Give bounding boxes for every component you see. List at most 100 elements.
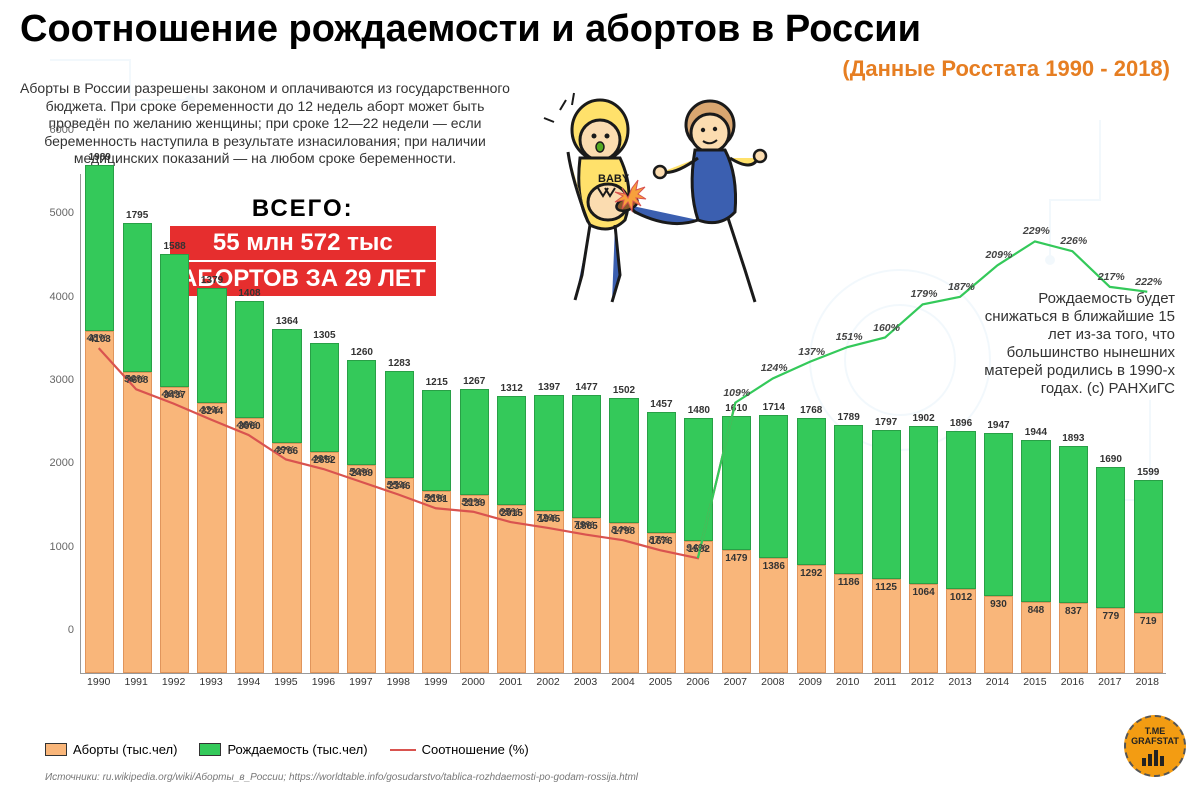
y-axis: 0100020003000400050006000: [40, 174, 76, 674]
ratio-pct-label: 49%: [274, 444, 295, 456]
bar-abortions-value: 1125: [872, 582, 901, 593]
bar-abortions: [609, 523, 638, 673]
bar-births-value: 1364: [272, 316, 301, 327]
x-tick: 2013: [948, 676, 971, 688]
bar-group: 10641902: [909, 426, 938, 673]
x-tick: 2018: [1136, 676, 1159, 688]
bar-abortions-value: 1064: [909, 587, 938, 598]
bar-births-value: 1283: [385, 358, 414, 369]
bar-births-value: 1267: [460, 376, 489, 387]
bar-births: [609, 398, 638, 523]
bar-births-value: 1989: [85, 152, 114, 163]
bar-abortions: [347, 465, 376, 673]
bar-group: 14791610: [722, 416, 751, 673]
bar-births: [197, 288, 226, 403]
bar-births: [123, 223, 152, 373]
bar-group: 8481944: [1021, 440, 1050, 673]
bar-abortions: [834, 574, 863, 673]
y-tick: 0: [40, 624, 74, 636]
ratio-pct-label: 59%: [461, 496, 482, 508]
bar-births-value: 1379: [197, 275, 226, 286]
legend-swatch-births: [199, 743, 221, 756]
bar-births: [684, 418, 713, 541]
ratio-pct-label: 151%: [836, 331, 863, 343]
bar-abortions: [197, 403, 226, 673]
bar-births-value: 1305: [310, 330, 339, 341]
x-tick: 1999: [424, 676, 447, 688]
legend-ratio: Соотношение (%): [390, 742, 529, 757]
x-tick: 2005: [649, 676, 672, 688]
ratio-pct-label: 226%: [1060, 235, 1087, 247]
bar-abortions: [310, 452, 339, 673]
bar-abortions: [684, 541, 713, 673]
bar-births-value: 1789: [834, 412, 863, 423]
bar-abortions-value: 1012: [946, 592, 975, 603]
bar-births: [647, 412, 676, 533]
bar-group: 13861714: [759, 415, 788, 673]
bar-births: [347, 360, 376, 465]
bar-group: 7791690: [1096, 467, 1125, 673]
bar-births: [85, 165, 114, 331]
ratio-pct-label: 160%: [873, 322, 900, 334]
bar-abortions: [422, 491, 451, 673]
bar-abortions: [534, 511, 563, 673]
bar-births-value: 1588: [160, 241, 189, 252]
bar-births-value: 1599: [1134, 467, 1163, 478]
bar-births: [722, 416, 751, 550]
ratio-pct-label: 137%: [798, 346, 825, 358]
bar-abortions: [385, 478, 414, 674]
ratio-pct-label: 124%: [761, 362, 788, 374]
bar-births-value: 1480: [684, 405, 713, 416]
bar-group: 26521305: [310, 343, 339, 673]
bar-births-value: 1797: [872, 417, 901, 428]
bar-group: 36081795: [123, 223, 152, 673]
bar-births: [422, 390, 451, 491]
bar-births: [872, 430, 901, 580]
bar-abortions-value: 1386: [759, 561, 788, 572]
bar-group: 32441379: [197, 288, 226, 673]
bar-group: 21391267: [460, 389, 489, 673]
bar-abortions-value: 1479: [722, 553, 751, 564]
bar-births: [572, 395, 601, 518]
x-tick: 2003: [574, 676, 597, 688]
bar-abortions: [160, 387, 189, 673]
page-title: Соотношение рождаемости и абортов в Росс…: [20, 8, 921, 51]
bar-births-value: 1457: [647, 399, 676, 410]
bar-births-value: 1893: [1059, 433, 1088, 444]
x-axis: 1990199119921993199419951996199719981999…: [80, 676, 1166, 696]
bar-group: 30601408: [235, 301, 264, 673]
bar-births: [460, 389, 489, 495]
bar-abortions: [872, 579, 901, 673]
x-tick: 2007: [724, 676, 747, 688]
bar-group: 9301947: [984, 433, 1013, 673]
legend-births: Рождаемость (тыс.чел): [199, 742, 367, 757]
bar-births-value: 1260: [347, 347, 376, 358]
y-tick: 4000: [40, 291, 74, 303]
bar-group: 10121896: [946, 431, 975, 673]
bar-abortions: [497, 505, 526, 673]
bar-births-value: 1502: [609, 385, 638, 396]
x-tick: 2014: [986, 676, 1009, 688]
bar-births-value: 1397: [534, 382, 563, 393]
x-tick: 1992: [162, 676, 185, 688]
bar-abortions: [722, 550, 751, 673]
bar-births: [834, 425, 863, 574]
bar-abortions-value: 719: [1134, 616, 1163, 627]
bar-group: 24991260: [347, 360, 376, 673]
bar-births-value: 1795: [123, 210, 152, 221]
bar-abortions: [572, 518, 601, 673]
x-tick: 1994: [237, 676, 260, 688]
x-tick: 1990: [87, 676, 110, 688]
x-tick: 1998: [387, 676, 410, 688]
bar-births: [984, 433, 1013, 595]
bar-abortions-value: 1186: [834, 577, 863, 588]
ratio-pct-label: 94%: [686, 542, 707, 554]
bar-births: [946, 431, 975, 589]
bar-births: [272, 329, 301, 443]
bar-births: [534, 395, 563, 511]
x-tick: 2010: [836, 676, 859, 688]
ratio-pct-label: 87%: [648, 534, 669, 546]
bar-births-value: 1408: [235, 288, 264, 299]
bar-group: 12921768: [797, 418, 826, 673]
x-tick: 2012: [911, 676, 934, 688]
